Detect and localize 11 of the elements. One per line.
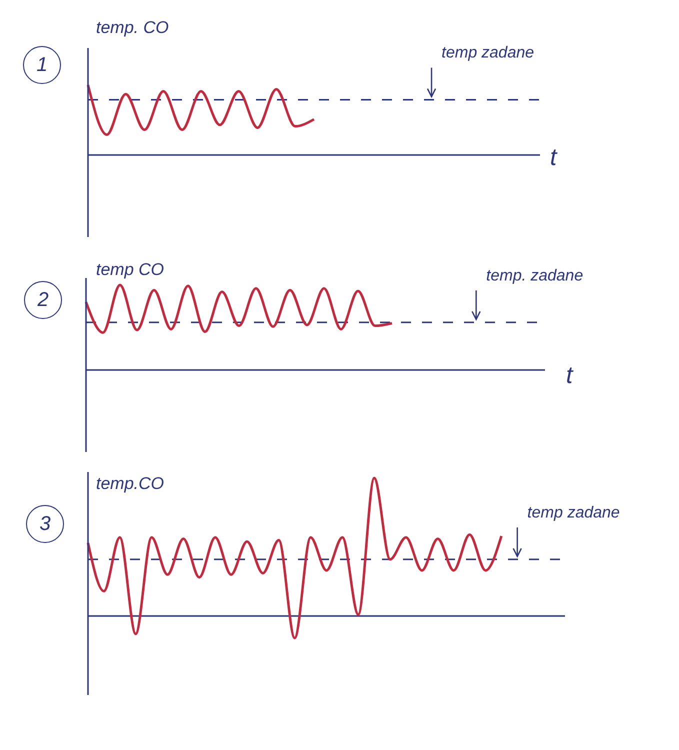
ref-line-label: temp zadane: [442, 44, 534, 62]
chart-title: 1: [23, 46, 61, 84]
chart-title: 2: [24, 281, 62, 319]
ref-line-label: temp. zadane: [486, 267, 584, 284]
ref-line-label: temp zadane: [527, 504, 620, 522]
x-axis-title: t: [550, 144, 557, 172]
y-axis-title: temp. CO: [96, 18, 169, 38]
x-axis-title: t: [566, 362, 573, 390]
y-axis-title: temp CO: [96, 260, 164, 280]
text: 3: [26, 505, 64, 543]
y-axis-title: temp.CO: [96, 474, 164, 494]
